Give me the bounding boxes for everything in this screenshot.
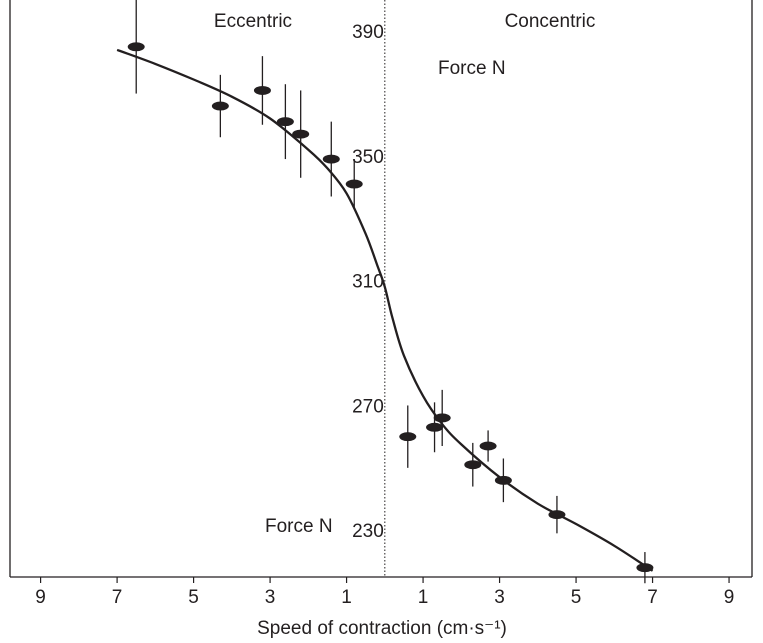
y-tick-label: 390 (352, 22, 384, 43)
data-marker (322, 154, 340, 164)
region-label-concentric: Concentric (505, 11, 596, 32)
x-tick-label: 3 (265, 587, 276, 608)
data-point (494, 458, 512, 503)
data-point (464, 442, 482, 487)
x-tick-label: 7 (647, 587, 658, 608)
x-tick-label: 3 (494, 587, 505, 608)
data-marker (253, 85, 271, 95)
data-marker (211, 101, 229, 111)
data-marker (464, 460, 482, 470)
y-axis-label: Force N (438, 58, 506, 79)
data-marker (426, 422, 444, 432)
fit-curve (116, 48, 654, 572)
region-label-eccentric: Eccentric (214, 11, 292, 32)
data-marker (276, 117, 294, 127)
data-point (479, 430, 497, 462)
y-tick-label: 230 (352, 521, 384, 542)
data-marker (494, 475, 512, 485)
data-marker (345, 179, 363, 189)
data-point (636, 552, 654, 584)
data-point (548, 495, 566, 534)
data-marker (479, 441, 497, 451)
data-marker (399, 432, 417, 442)
data-marker (548, 510, 566, 520)
data-point (426, 402, 444, 453)
x-axis-title: Speed of contraction (cm·s⁻¹) (257, 618, 507, 639)
data-point (253, 56, 271, 125)
x-tick-label: 1 (418, 587, 429, 608)
data-point (345, 159, 363, 209)
data-marker (433, 413, 451, 423)
y-axis-label-lower: Force N (265, 516, 333, 537)
x-tick-label: 9 (724, 587, 735, 608)
data-point (322, 121, 340, 197)
data-marker (636, 563, 654, 573)
x-tick-label: 5 (188, 587, 199, 608)
x-tick-label: 5 (571, 587, 582, 608)
y-tick-label: 310 (352, 272, 384, 293)
x-tick-label: 1 (341, 587, 352, 608)
data-point (292, 90, 310, 178)
data-point (399, 405, 417, 468)
data-point (211, 74, 229, 138)
y-tick-label: 350 (352, 147, 384, 168)
data-point (127, 0, 145, 94)
x-tick-label: 7 (112, 587, 123, 608)
data-marker (127, 42, 145, 52)
data-point (433, 389, 451, 447)
y-tick-label: 270 (352, 396, 384, 417)
data-marker (292, 129, 310, 139)
data-point (276, 84, 294, 160)
x-tick-label: 9 (35, 587, 46, 608)
